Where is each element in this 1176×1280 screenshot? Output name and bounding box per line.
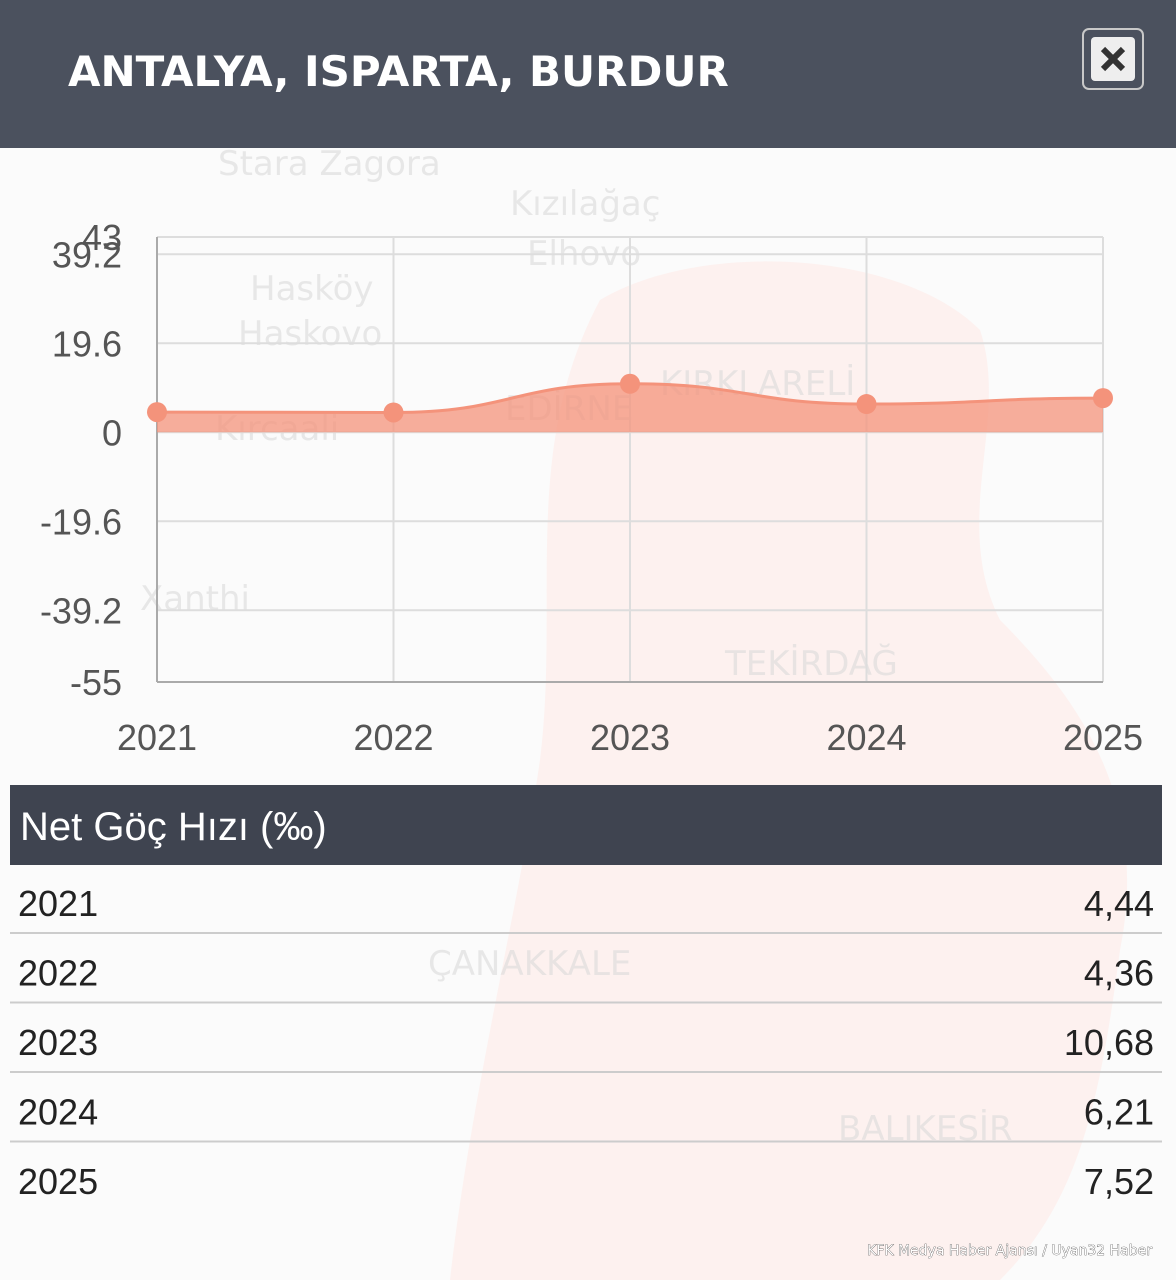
row-year: 2024 — [18, 1092, 98, 1133]
data-point — [620, 373, 640, 394]
row-year: 2021 — [18, 883, 98, 924]
y-tick-label: 19.6 — [52, 323, 122, 364]
row-year: 2025 — [18, 1161, 98, 1202]
map-label: Hasköy — [250, 269, 374, 309]
y-tick-label: -19.6 — [40, 501, 122, 542]
y-tick-label: -39.2 — [40, 590, 122, 631]
y-tick-label: 43 — [82, 217, 122, 258]
table-header-text: Net Göç Hızı (‰) — [20, 805, 327, 849]
y-tick-label: 0 — [102, 412, 122, 453]
row-value: 4,44 — [1084, 883, 1154, 924]
map-shape — [450, 261, 1128, 1280]
map-label: Stara Zagora — [218, 144, 441, 184]
row-year: 2022 — [18, 953, 98, 994]
y-tick-label: 39.2 — [52, 234, 122, 275]
x-tick-label: 2023 — [590, 717, 670, 758]
row-value: 10,68 — [1064, 1022, 1154, 1063]
map-label: BALIKESİR — [838, 1109, 1013, 1149]
watermark: KFK Medya Haber Ajansı / Uyan32 Haber — [867, 1243, 1152, 1259]
data-point — [147, 402, 167, 423]
y-tick-label: -55 — [70, 662, 122, 703]
data-point — [856, 394, 877, 415]
table-header — [10, 785, 1162, 865]
title-bar — [0, 0, 1176, 148]
table: 2021 4,44 2022 4,36 2023 10,68 2024 6,21 2025 7,5… — [10, 883, 1162, 1202]
map-label: ÇANAKKALE — [428, 944, 631, 984]
x-tick-label: 2025 — [1063, 717, 1143, 758]
row-value: 7,52 — [1084, 1161, 1154, 1202]
map-label: Kızılağaç — [510, 184, 660, 224]
data-point — [1093, 388, 1113, 409]
map-label: Haskovo — [238, 314, 382, 354]
row-value: 4,36 — [1084, 953, 1154, 994]
map-label: TEKİRDAĞ — [724, 643, 898, 684]
x-tick-label: 2021 — [117, 717, 197, 758]
map-label: Xanthi — [140, 579, 250, 619]
x-tick-label: 2024 — [826, 717, 906, 758]
data-point — [383, 402, 404, 423]
close-icon[interactable] — [1100, 46, 1126, 72]
row-year: 2023 — [18, 1022, 98, 1063]
popup-title: ANTALYA, ISPARTA, BURDUR — [68, 47, 729, 96]
row-value: 6,21 — [1084, 1092, 1154, 1133]
x-tick-label: 2022 — [353, 717, 433, 758]
